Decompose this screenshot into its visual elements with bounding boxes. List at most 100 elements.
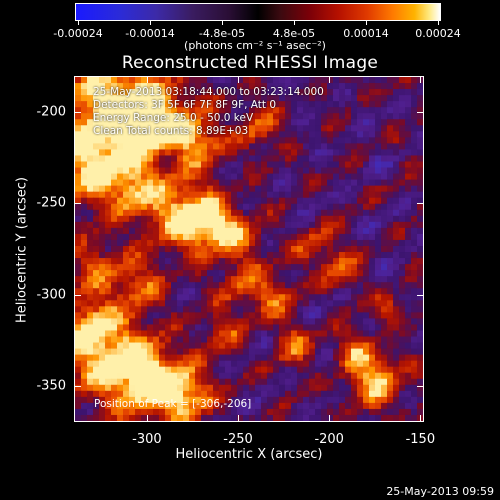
heatmap-cell: [213, 125, 220, 132]
heatmap-cell: [309, 197, 316, 205]
heatmap-cell: [81, 125, 88, 132]
heatmap-cell: [135, 149, 142, 157]
heatmap-cell: [387, 173, 394, 181]
heatmap-cell: [351, 336, 358, 344]
y-axis-title: Heliocentric Y (arcsec): [14, 177, 30, 323]
heatmap-cell: [261, 227, 268, 235]
heatmap-cell: [369, 221, 376, 229]
y-tick-label: -200: [36, 104, 66, 120]
heatmap-cell: [351, 372, 358, 380]
heatmap-cell: [357, 312, 364, 320]
heatmap-cell: [393, 324, 400, 332]
heatmap-cell: [249, 221, 256, 229]
heatmap-cell: [279, 89, 286, 96]
heatmap-cell: [339, 372, 346, 380]
heatmap-cell: [357, 360, 364, 368]
heatmap-cell: [153, 366, 160, 374]
heatmap-cell: [183, 209, 190, 217]
heatmap-cell: [93, 390, 100, 398]
heatmap-cell: [195, 113, 202, 120]
heatmap-cell: [321, 366, 328, 374]
heatmap-cell: [399, 173, 406, 181]
heatmap-cell: [261, 203, 268, 211]
heatmap-cell: [345, 161, 352, 169]
heatmap-cell: [189, 119, 196, 126]
heatmap-cell: [189, 366, 196, 374]
heatmap-cell: [411, 306, 418, 313]
heatmap-cell: [291, 233, 298, 241]
heatmap-cell: [261, 191, 268, 199]
heatmap-cell: [291, 113, 298, 120]
heatmap-cell: [213, 203, 220, 211]
heatmap-cell: [417, 300, 423, 307]
heatmap-cell: [237, 101, 244, 108]
heatmap-cell: [333, 312, 340, 320]
heatmap-cell: [171, 396, 178, 404]
heatmap-cell: [345, 143, 352, 151]
heatmap-cell: [159, 113, 166, 120]
heatmap-cell: [195, 276, 202, 283]
heatmap-cell: [297, 113, 304, 120]
heatmap-cell: [321, 354, 328, 362]
heatmap-cell: [93, 95, 100, 102]
heatmap-cell: [129, 209, 136, 217]
heatmap-cell: [279, 300, 286, 307]
heatmap-cell: [243, 203, 250, 211]
heatmap-cell: [357, 167, 364, 175]
heatmap-cell: [309, 137, 316, 144]
heatmap-cell: [219, 137, 226, 144]
heatmap-cell: [303, 221, 310, 229]
heatmap-cell: [219, 125, 226, 132]
heatmap-cell: [351, 408, 358, 416]
heatmap-cell: [303, 89, 310, 96]
heatmap-cell: [249, 324, 256, 332]
heatmap-cell: [171, 318, 178, 326]
heatmap-cell: [315, 221, 322, 229]
heatmap-cell: [237, 197, 244, 205]
heatmap-cell: [225, 209, 232, 217]
heatmap-cell: [321, 378, 328, 386]
heatmap-cell: [159, 185, 166, 193]
heatmap-cell: [159, 149, 166, 157]
heatmap-cell: [81, 354, 88, 362]
heatmap-cell: [249, 113, 256, 120]
heatmap-cell: [255, 233, 262, 241]
heatmap-cell: [225, 167, 232, 175]
heatmap-cell: [357, 221, 364, 229]
heatmap-cell: [267, 306, 274, 313]
heatmap-cell: [417, 137, 423, 144]
heatmap-cell: [117, 366, 124, 374]
heatmap-cell: [339, 203, 346, 211]
heatmap-cell: [147, 264, 154, 271]
heatmap-cell: [321, 252, 328, 259]
heatmap-cell: [417, 306, 423, 313]
heatmap-cell: [213, 288, 220, 295]
heatmap-cell: [177, 167, 184, 175]
plot-area[interactable]: [74, 76, 424, 422]
heatmap-cell: [345, 402, 352, 410]
heatmap-cell: [327, 360, 334, 368]
heatmap-cell: [357, 245, 364, 253]
heatmap-cell: [315, 348, 322, 356]
heatmap-cell: [357, 173, 364, 181]
heatmap-cell: [399, 221, 406, 229]
heatmap-cell: [225, 378, 232, 386]
heatmap-cell: [339, 300, 346, 307]
heatmap-cell: [195, 95, 202, 102]
heatmap-cell: [279, 101, 286, 108]
heatmap-cell: [411, 360, 418, 368]
heatmap-cell: [159, 258, 166, 265]
heatmap-cell: [309, 372, 316, 380]
heatmap-cell: [255, 360, 262, 368]
heatmap-cell: [135, 161, 142, 169]
heatmap-cell: [81, 137, 88, 144]
heatmap-cell: [327, 348, 334, 356]
heatmap-cell: [135, 294, 142, 301]
heatmap-cell: [75, 173, 82, 181]
heatmap-cell: [291, 95, 298, 102]
heatmap-cell: [153, 167, 160, 175]
heatmap-cell: [207, 209, 214, 217]
heatmap-cell: [315, 354, 322, 362]
x-tick-mark: [146, 76, 148, 83]
heatmap-cell: [141, 113, 148, 120]
